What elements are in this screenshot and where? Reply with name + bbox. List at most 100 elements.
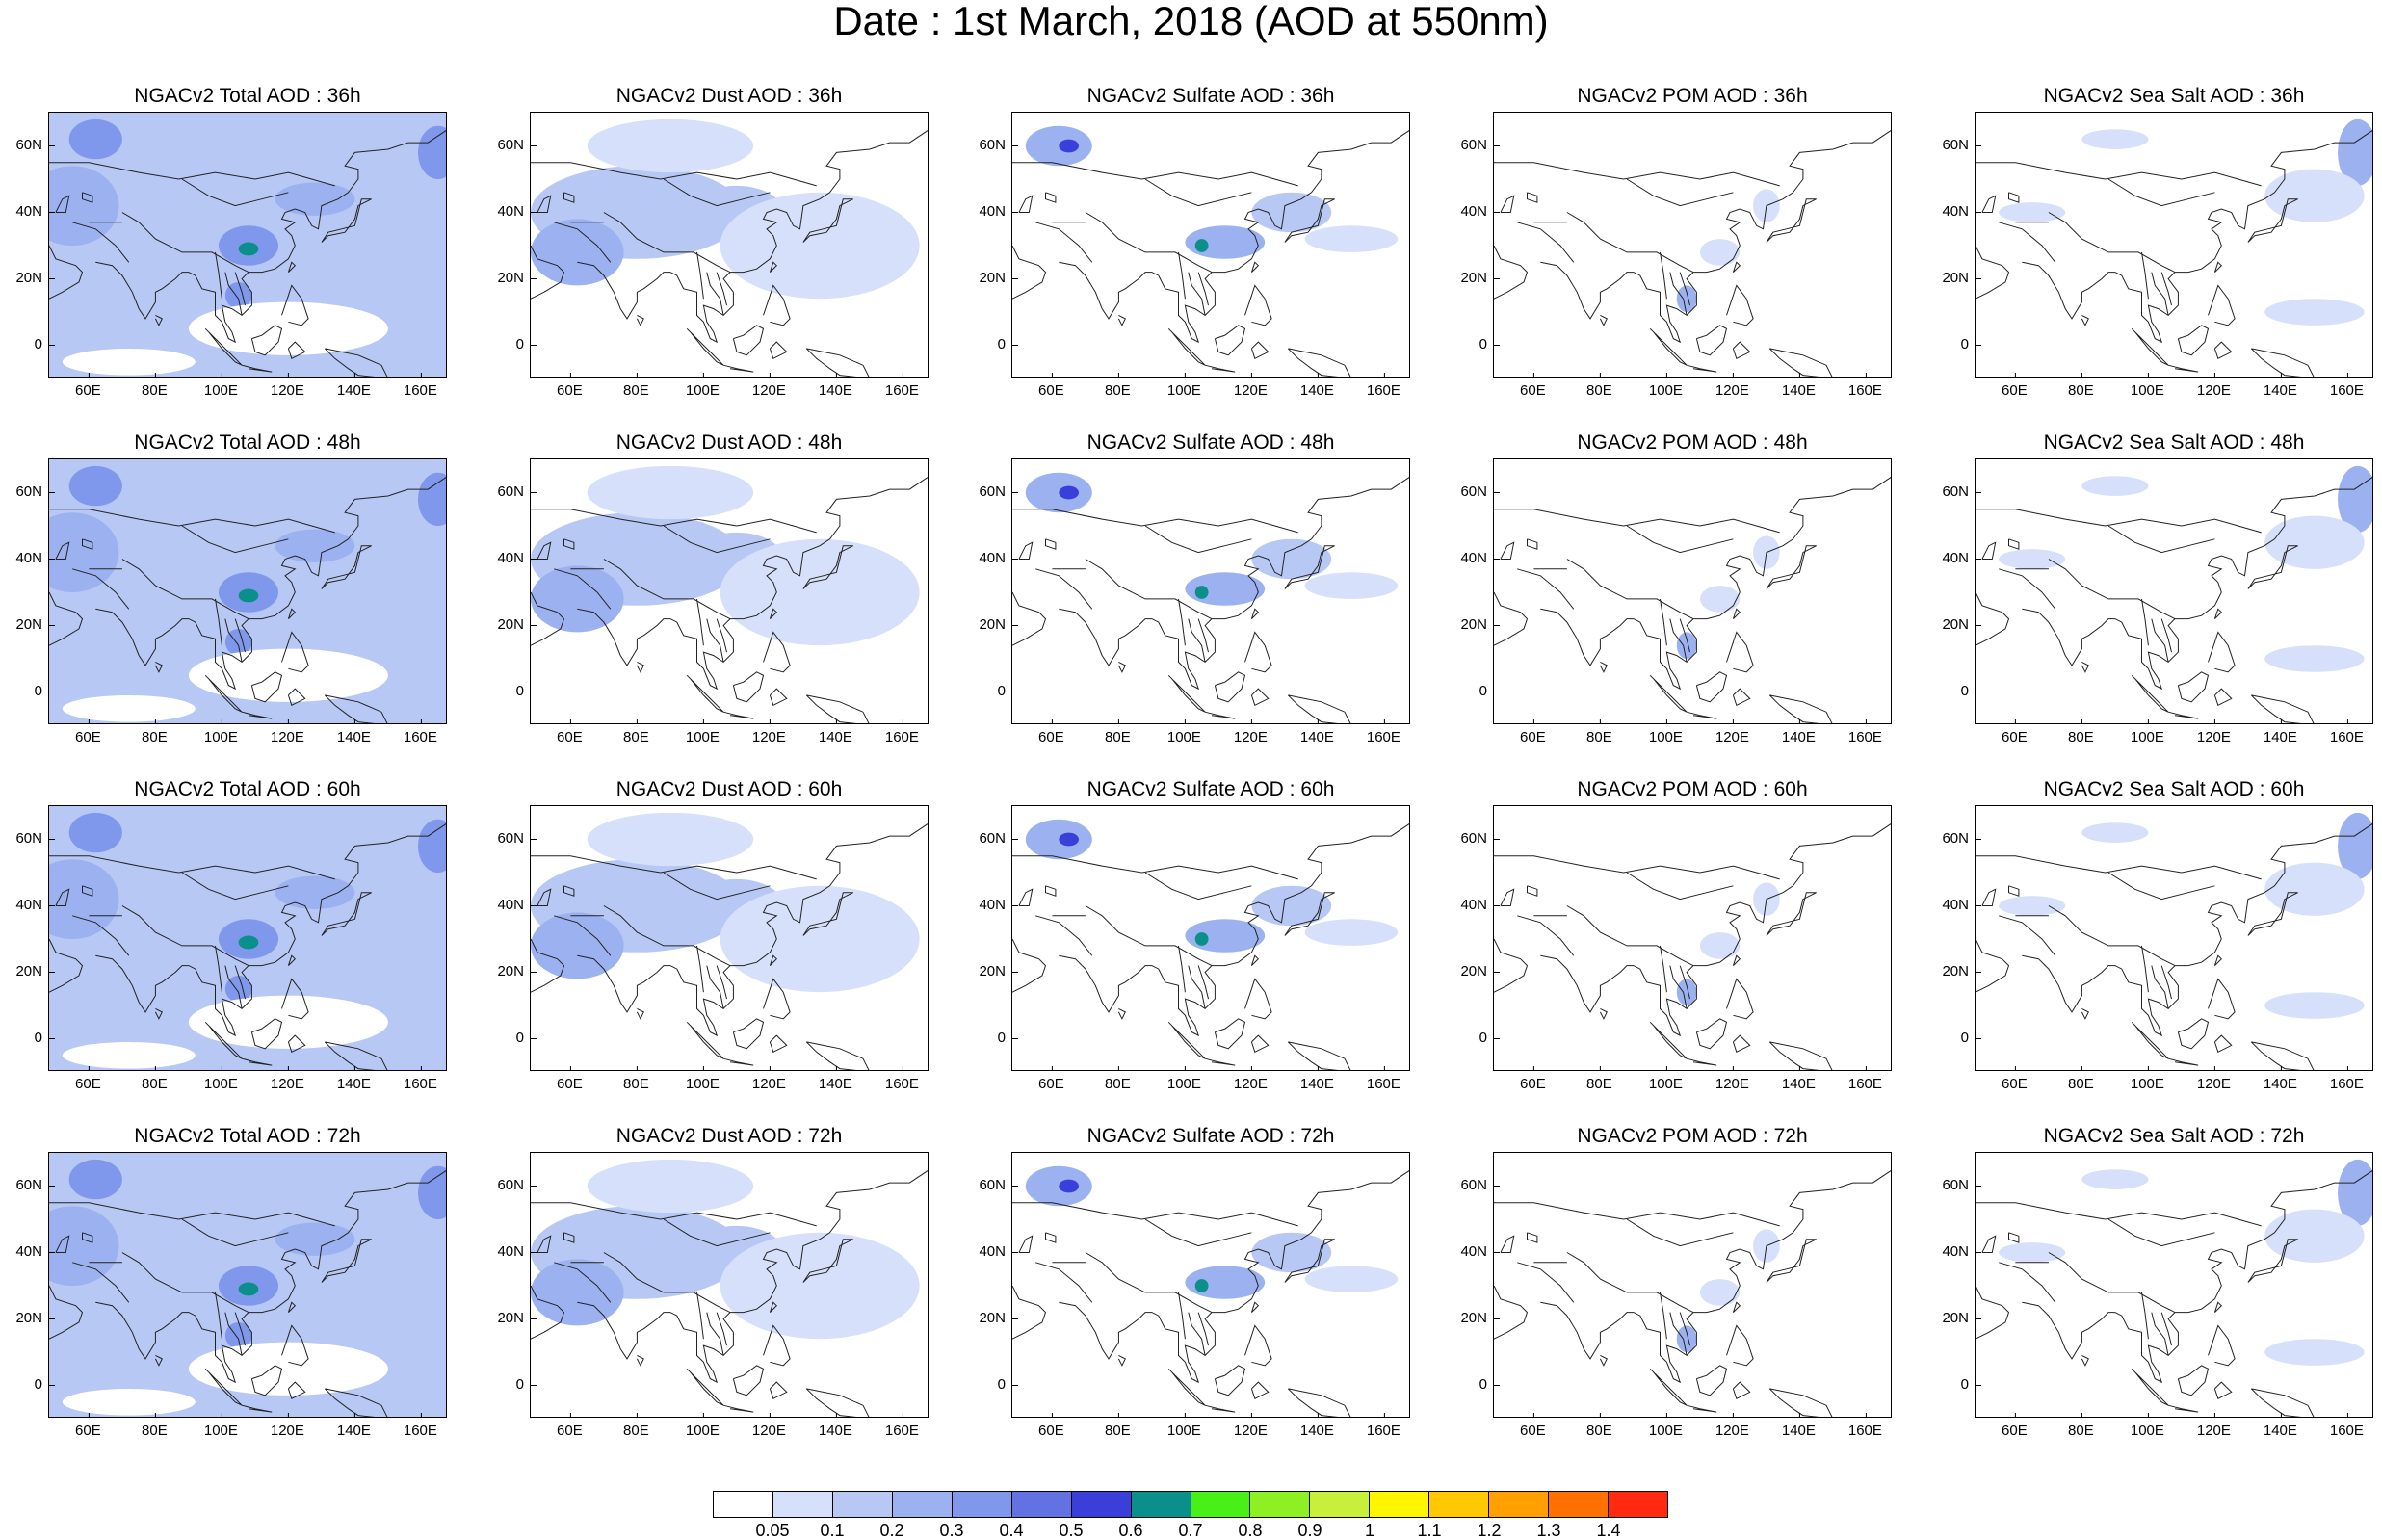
coastline — [1695, 325, 1728, 356]
aod-plume — [224, 281, 252, 309]
coastline — [2107, 1218, 2215, 1247]
coastline — [1517, 1262, 1575, 1303]
coastline — [1566, 1252, 1694, 1314]
colorbar-box — [714, 1492, 773, 1517]
coastline — [1732, 954, 1741, 966]
coastline — [215, 251, 222, 300]
coastline — [805, 348, 870, 377]
coastline — [2208, 978, 2236, 1020]
coastline — [1599, 1007, 1608, 1020]
coastline — [1976, 591, 2010, 646]
map-plot-area — [48, 112, 447, 378]
aod-plume — [1999, 202, 2066, 222]
aod-plume — [587, 465, 754, 520]
lon-tick-label: 160E — [2329, 729, 2364, 745]
lat-tick-label: 0 — [34, 682, 42, 699]
coastline — [1059, 823, 1409, 1037]
aod-plume — [49, 1206, 119, 1286]
coastline — [636, 1354, 644, 1367]
aod-plume — [2264, 1339, 2365, 1366]
coastline — [121, 559, 249, 620]
map-plot-area — [530, 458, 929, 724]
lat-tick-label: 0 — [997, 335, 1006, 352]
coastline — [769, 261, 778, 273]
coastline — [1732, 1381, 1751, 1400]
lon-tick-label: 80E — [623, 382, 649, 399]
lon-tick-label: 60E — [75, 382, 101, 399]
lon-tick-label: 140E — [818, 1076, 852, 1092]
coastline — [2160, 618, 2172, 653]
lat-tick-label: 60N — [979, 483, 1006, 500]
coastline — [1679, 1312, 1690, 1346]
colorbar-label: 1.1 — [1417, 1521, 1442, 1540]
coastline — [1686, 711, 1717, 719]
colorbar-box — [1429, 1492, 1490, 1517]
lon-tick-label: 140E — [1299, 1423, 1334, 1439]
panel-title: NGACv2 Sea Salt AOD : 72h — [2043, 1125, 2305, 1147]
aod-plume — [1059, 139, 1079, 153]
coastline — [636, 1007, 644, 1020]
coastline — [563, 1232, 575, 1243]
coastline — [1626, 1218, 1734, 1247]
aod-plume — [238, 935, 259, 950]
aod-background-field — [1976, 459, 2372, 723]
coastline — [696, 598, 704, 646]
aod-plume — [224, 1321, 252, 1349]
coastline — [2107, 178, 2215, 207]
map-plot-area — [530, 112, 929, 378]
coastline — [2250, 694, 2315, 723]
coastline — [2008, 1232, 2020, 1243]
coastline — [716, 272, 727, 306]
lat-tick-label: 60N — [15, 483, 42, 500]
coastline — [1976, 245, 2010, 300]
coastline — [1766, 198, 1817, 243]
coastline — [1695, 671, 1728, 703]
coastline — [769, 608, 778, 619]
coastline — [49, 245, 84, 300]
lon-tick-label: 100E — [203, 1423, 238, 1439]
lon-tick-label: 100E — [203, 382, 238, 399]
aod-plume — [2081, 129, 2149, 149]
coastline — [49, 855, 335, 880]
aod-plume — [531, 912, 624, 979]
coastline — [1117, 1354, 1126, 1367]
coastline — [1732, 688, 1751, 707]
lat-tick-label: 20N — [15, 962, 42, 979]
lon-tick-label: 60E — [557, 729, 583, 745]
aod-plume — [2081, 822, 2149, 843]
coastline — [1287, 694, 1351, 723]
coastline — [1626, 872, 1734, 901]
map-plot-area — [1493, 458, 1892, 724]
map-panel-sulfate-48h: NGACv2 Sulfate AOD : 48h 60N 40N 20N 0 60E 80E… — [963, 431, 1445, 759]
lon-tick-label: 140E — [336, 1076, 371, 1092]
coastline — [1494, 1285, 1529, 1340]
aod-plume — [1304, 225, 1399, 252]
lon-tick-label: 120E — [1715, 1076, 1749, 1092]
coastline — [95, 1170, 446, 1384]
coastline — [49, 938, 84, 993]
map-plot-area — [530, 1152, 929, 1418]
coastline — [1981, 541, 1997, 560]
coastline — [1660, 251, 1667, 300]
coastline — [663, 872, 771, 901]
coastline — [2213, 261, 2223, 273]
coastline — [287, 1381, 306, 1400]
lon-tick-label: 120E — [2196, 1423, 2231, 1439]
coastline — [537, 1235, 552, 1253]
coastline — [224, 618, 243, 663]
coastline — [2141, 1292, 2149, 1340]
coastline — [2177, 325, 2210, 356]
coastline — [1494, 938, 1529, 993]
lon-tick-label: 80E — [1586, 382, 1612, 399]
panel-title: NGACv2 POM AOD : 72h — [1577, 1125, 1808, 1147]
lon-tick-label: 140E — [336, 382, 371, 399]
map-panel-total-60h: NGACv2 Total AOD : 60h 60N 40N 20N 0 60E 80E 10… — [0, 778, 482, 1106]
coastline — [732, 325, 765, 356]
aod-field-map — [1012, 113, 1409, 377]
map-plot-area — [1975, 1152, 2373, 1418]
coastline — [1204, 1057, 1236, 1066]
panel-title: NGACv2 Dust AOD : 72h — [615, 1125, 843, 1147]
coastline — [250, 325, 283, 356]
coastline — [2107, 872, 2215, 901]
coastline — [537, 541, 552, 560]
